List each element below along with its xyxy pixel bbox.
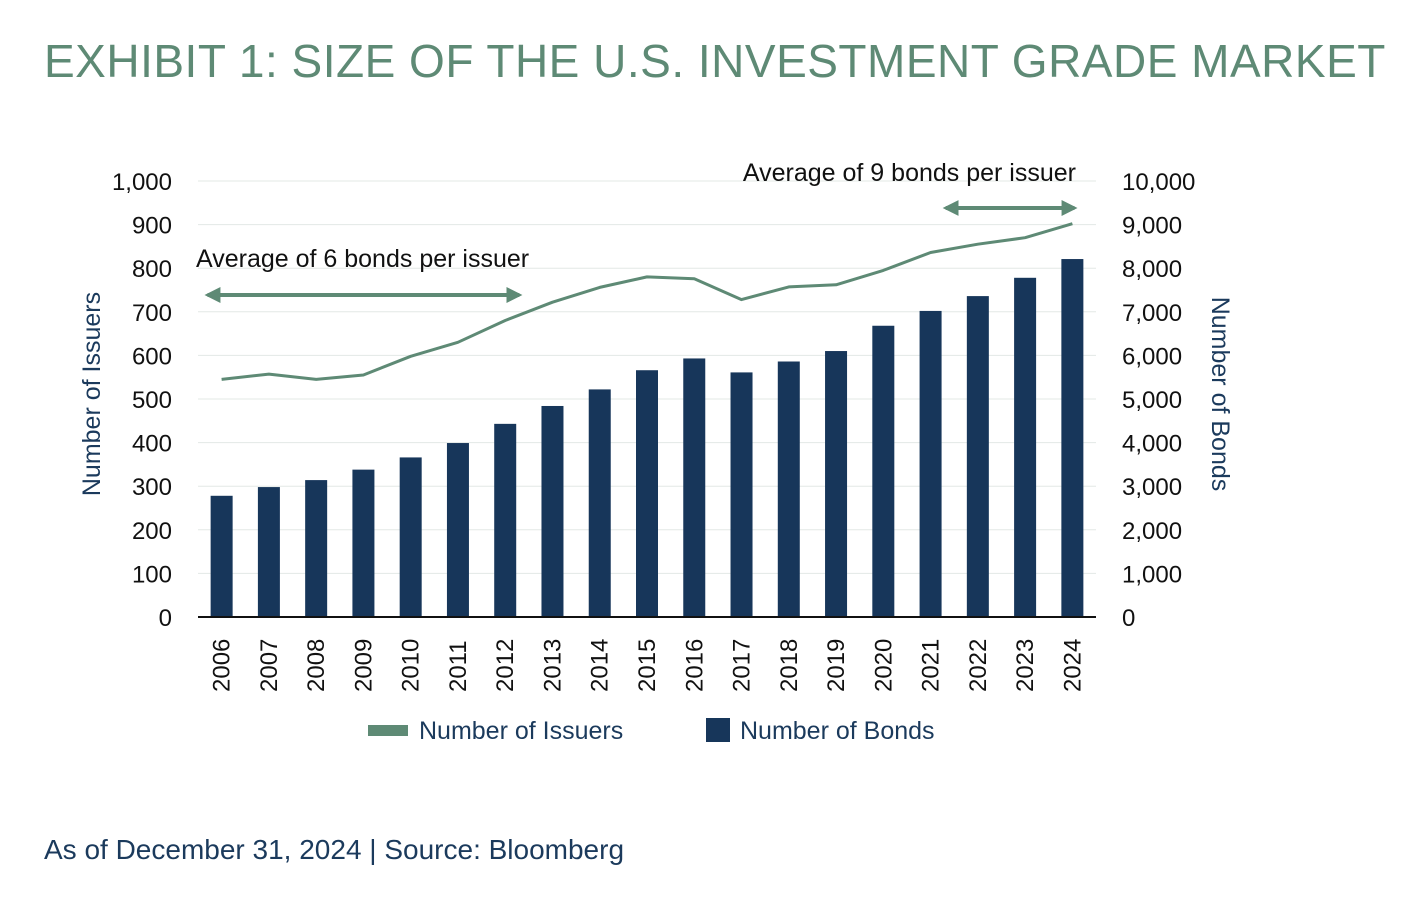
y-tick-label-right: 1,000 [1122,561,1182,588]
x-tick-label: 2010 [398,639,425,692]
legend-swatch-bonds [706,718,730,742]
x-tick-label: 2013 [539,639,566,692]
x-tick-label: 2014 [587,639,614,692]
y-tick-label-left: 200 [132,518,172,545]
bar-2024 [1061,259,1084,617]
x-tick-label: 2006 [209,639,236,692]
page-title: EXHIBIT 1: SIZE OF THE U.S. INVESTMENT G… [44,35,1386,87]
y-tick-label-left: 900 [132,213,172,240]
y-axis-title-right: Number of Bonds [1206,297,1234,492]
bar-2020 [872,325,895,617]
issuers-line [221,222,1073,381]
bar-2023 [1014,277,1037,617]
legend: Number of Issuers Number of Bonds [368,717,935,745]
bars-series [210,259,1084,617]
annotation-text: Average of 6 bonds per issuer [196,245,529,273]
x-tick-label: 2007 [256,639,283,692]
legend-swatch-issuers [368,725,408,736]
y-tick-label-left: 700 [132,300,172,327]
x-tick-label: 2021 [918,639,945,692]
y-tick-label-right: 5,000 [1122,387,1182,414]
x-tick-label: 2023 [1012,639,1039,692]
y-axis-title-left: Number of Issuers [78,292,106,496]
x-tick-label: 2012 [492,639,519,692]
y-tick-label-left: 500 [132,387,172,414]
bar-2011 [446,443,469,617]
annotation-text: Average of 9 bonds per issuer [743,159,1076,187]
bar-2017 [730,372,753,617]
bar-2022 [966,296,989,617]
y-tick-label-right: 3,000 [1122,474,1182,501]
y-tick-label-right: 6,000 [1122,343,1182,370]
x-tick-label: 2017 [729,639,756,692]
x-tick-label: 2024 [1059,639,1086,692]
bar-2014 [588,389,611,617]
x-tick-label: 2019 [823,639,850,692]
y-tick-label-right: 2,000 [1122,518,1182,545]
bar-2018 [777,361,800,617]
y-tick-label-left: 100 [132,561,172,588]
axes: 0 0 100 1,000 200 2,000 300 3,000 400 4,000 500 5,0… [78,169,1234,692]
x-tick-label: 2016 [681,639,708,692]
x-tick-label: 2008 [303,639,330,692]
x-tick-label: 2022 [965,639,992,692]
bar-2008 [305,480,328,617]
bar-2009 [352,469,375,617]
bar-2019 [825,351,848,617]
y-tick-label-right: 10,000 [1122,169,1195,196]
bar-2016 [683,358,706,617]
y-tick-label-left: 0 [159,605,172,632]
x-tick-label: 2011 [445,640,472,692]
y-tick-label-right: 9,000 [1122,213,1182,240]
y-tick-label-right: 0 [1122,605,1135,632]
x-tick-label: 2009 [350,639,377,692]
issuers-line-series [221,222,1073,381]
bar-2013 [541,405,564,617]
y-tick-label-right: 7,000 [1122,300,1182,327]
bar-2006 [210,495,233,617]
y-tick-label-right: 8,000 [1122,256,1182,283]
source-footnote: As of December 31, 2024 | Source: Bloomb… [44,834,625,865]
y-tick-label-left: 400 [132,431,172,458]
y-tick-label-left: 800 [132,256,172,283]
y-tick-label-left: 300 [132,474,172,501]
y-tick-label-left: 1,000 [112,169,172,196]
x-tick-label: 2020 [870,639,897,692]
y-tick-label-right: 4,000 [1122,431,1182,458]
bar-2021 [919,310,942,617]
bar-2007 [257,487,280,617]
x-tick-label: 2015 [634,639,661,692]
annotations: Average of 6 bonds per issuer Average of … [196,159,1078,303]
bar-2015 [636,370,658,617]
legend-label-bonds: Number of Bonds [740,717,935,745]
bar-2010 [399,457,422,617]
legend-label-issuers: Number of Issuers [419,717,623,745]
bar-2012 [494,423,517,617]
x-tick-label: 2018 [776,639,803,692]
y-tick-label-left: 600 [132,343,172,370]
